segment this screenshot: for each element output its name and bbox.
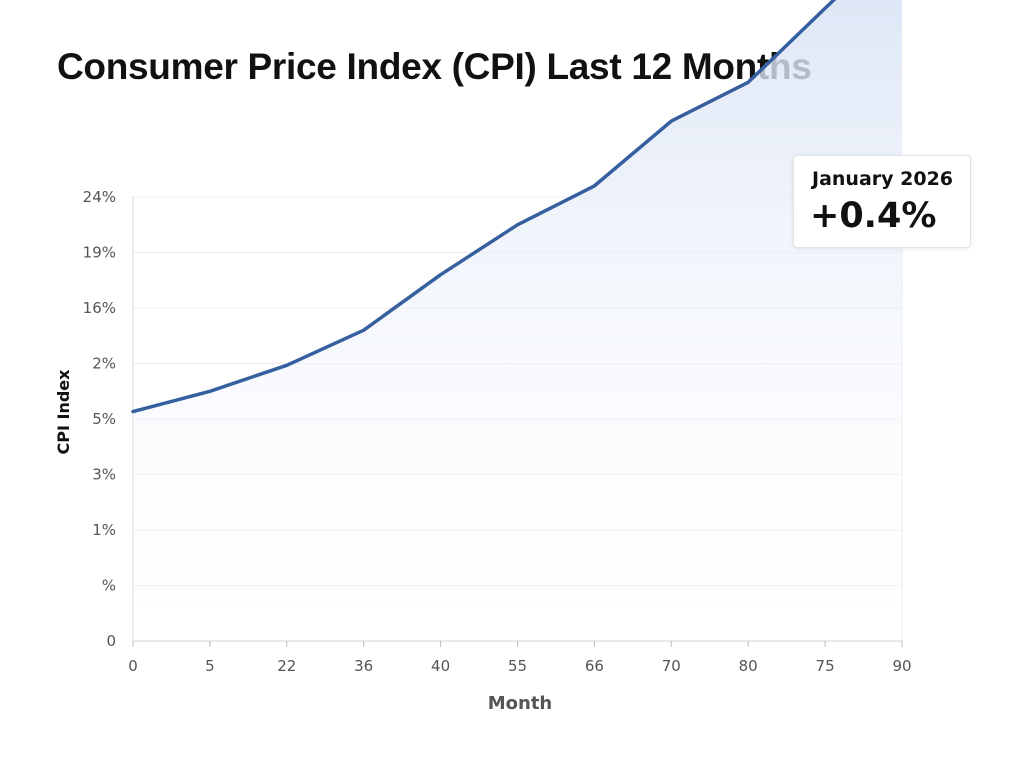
x-tick-label: 55 (508, 657, 527, 675)
x-tick-label: 0 (128, 657, 138, 675)
y-axis-ticks: 0% 1% 3% 5% 2% 16% 19% 24% (83, 188, 116, 650)
x-tick-label: 22 (277, 657, 296, 675)
y-axis-label: CPI Index (54, 369, 73, 455)
annotation-label: January 2026 (812, 168, 954, 190)
x-tick-label: 40 (431, 657, 450, 675)
x-tick-label: 5 (205, 657, 215, 675)
series-line (131, 0, 837, 414)
chart-title: Consumer Price Index (CPI) Last 12 Month… (57, 46, 812, 87)
y-tick-label: 0 (106, 632, 116, 650)
x-tick-label: 66 (585, 657, 604, 675)
y-tick-label: 1% (92, 521, 116, 539)
series-area (133, 0, 902, 641)
annotation-callout: January 2026 +0.4% (793, 155, 971, 248)
y-tick-label: % (102, 577, 116, 595)
y-tick-label: 5% (92, 410, 116, 428)
x-tick-label: 90 (892, 657, 911, 675)
y-tick-label: 24% (83, 188, 116, 206)
x-tick-label: 70 (662, 657, 681, 675)
y-tick-label: 3% (92, 466, 116, 484)
x-tick-label: 80 (739, 657, 758, 675)
y-tick-label: 2% (92, 355, 116, 373)
x-tick-label: 75 (816, 657, 835, 675)
x-axis-ticks: 0 5 22 36 40 55 66 70 80 75 90 (128, 657, 911, 675)
y-tick-label: 19% (83, 244, 116, 262)
annotation-value: +0.4% (810, 196, 937, 236)
y-tick-label: 16% (83, 299, 116, 317)
x-tick-label: 36 (354, 657, 373, 675)
x-axis-label: Month (488, 693, 553, 714)
